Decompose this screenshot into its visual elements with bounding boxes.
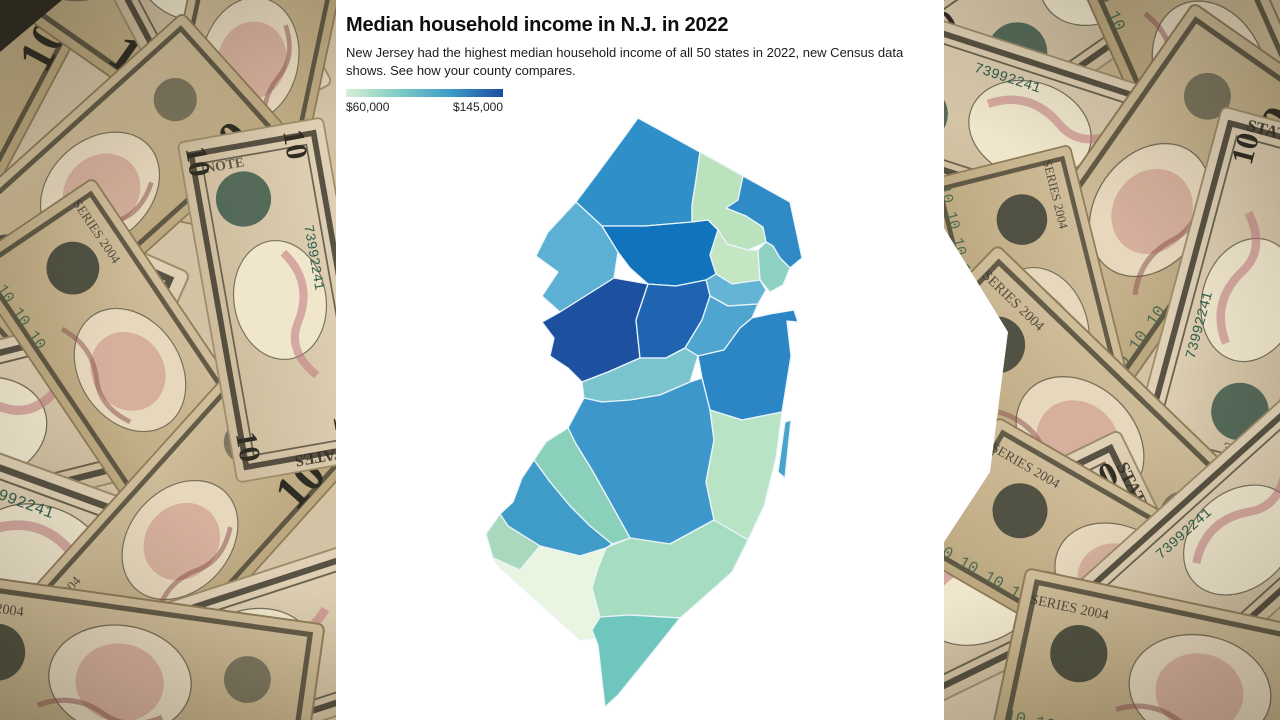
county-ocean[interactable] (705, 409, 783, 541)
legend-gradient-bar (346, 89, 503, 98)
page-subtitle: New Jersey had the highest median househ… (346, 45, 904, 78)
county-morris[interactable] (601, 219, 719, 287)
legend-labels: $60,000 $145,000 (346, 100, 503, 114)
county-ocean-spit[interactable] (777, 419, 792, 479)
article-graphic-panel: Median household income in N.J. in 2022 … (336, 0, 944, 720)
county-hudson[interactable] (757, 241, 791, 293)
county-atlantic[interactable] (591, 519, 749, 619)
page-title: Median household income in N.J. in 2022 (346, 14, 729, 36)
legend-min-label: $60,000 (346, 100, 390, 115)
county-sussex[interactable] (575, 117, 701, 227)
nj-county-choropleth-map (485, 117, 803, 708)
income-color-legend: $60,000 $145,000 (346, 89, 503, 114)
county-cape-may[interactable] (591, 614, 681, 708)
legend-max-label: $145,000 (452, 100, 503, 115)
